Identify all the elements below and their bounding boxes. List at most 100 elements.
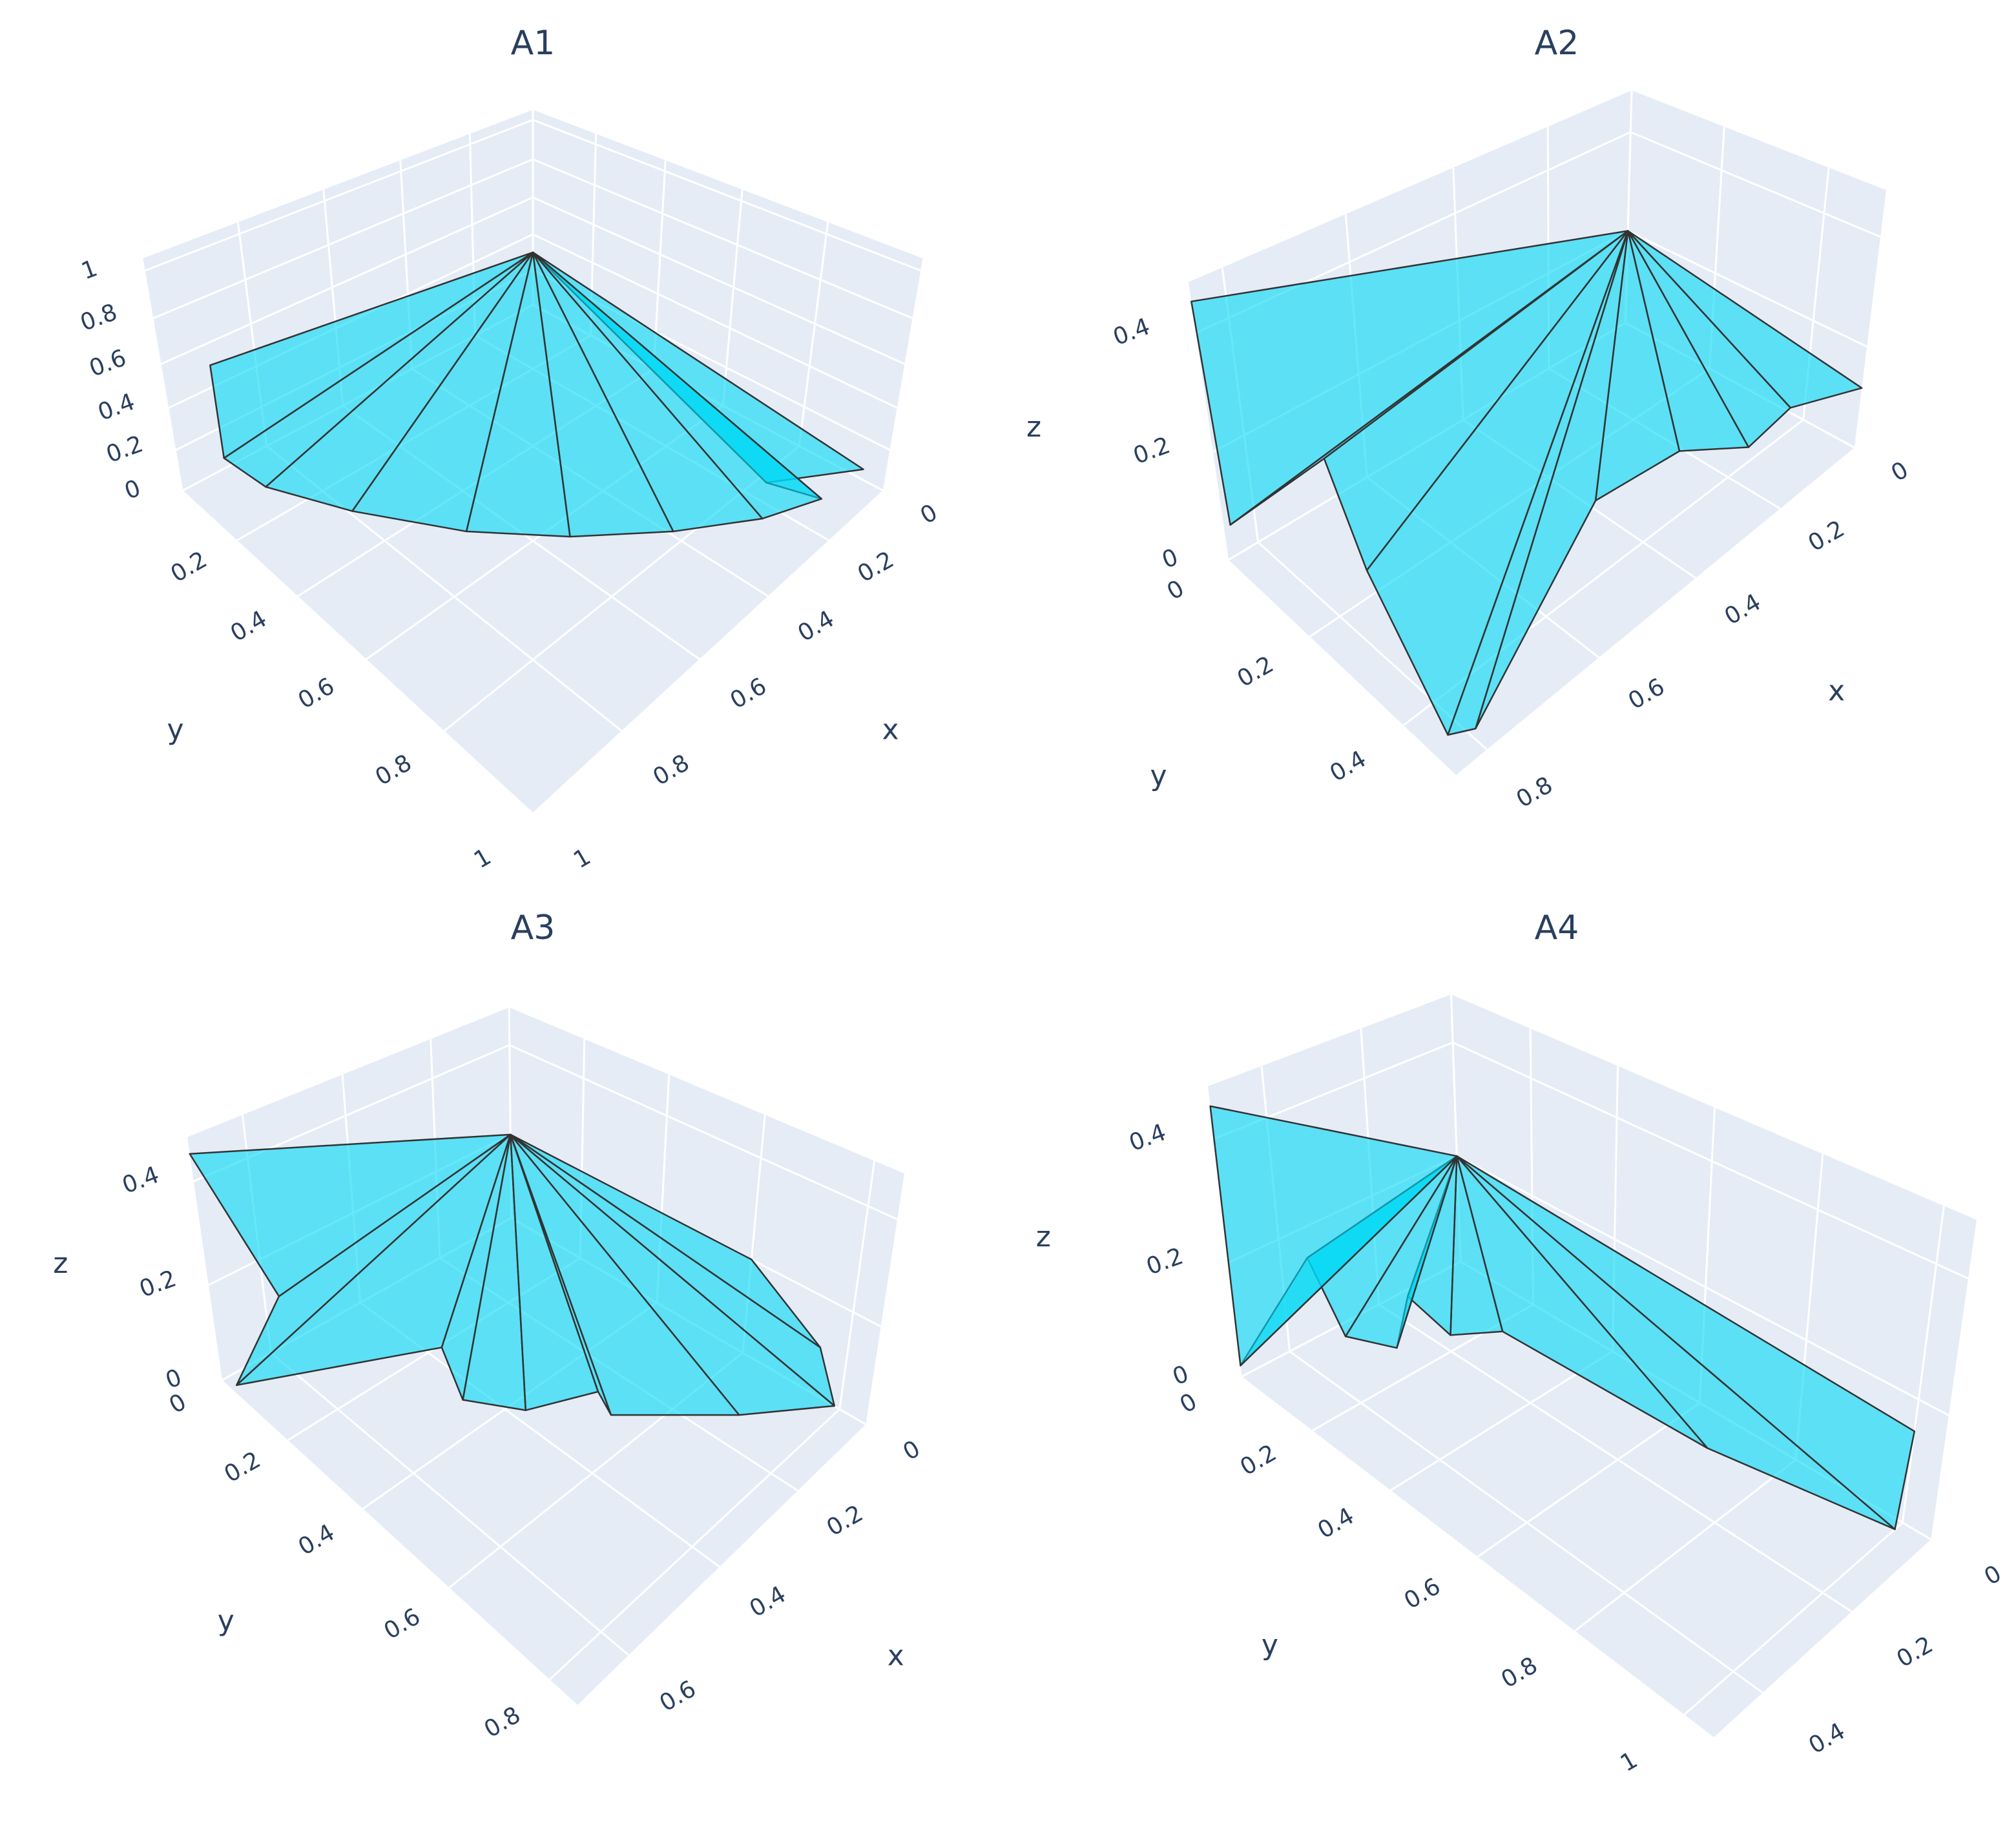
grid-line	[532, 233, 899, 409]
y-tick-label: 0.2	[220, 1447, 265, 1488]
y-tick-label: 0.4	[1325, 746, 1371, 787]
grid-line	[160, 196, 534, 366]
y-axis-title: y	[218, 1605, 234, 1638]
x-axis-title: x	[1828, 675, 1845, 708]
grid-line	[1630, 131, 1881, 238]
y-tick-label: 0	[1176, 1388, 1201, 1419]
x-tick-label: 0.2	[1893, 1631, 1938, 1673]
x-tick-label: 0	[1980, 1560, 2006, 1591]
grid-line	[1390, 1350, 1614, 1491]
x-tick-label: 0.6	[1624, 674, 1669, 715]
y-tick-label: 0.8	[371, 750, 416, 791]
subplot-title: A1	[511, 24, 556, 63]
subplot: 0 0.2 0.4 0.6 0.8 0 0.2 0.4 0 0.2 0.4 x y z A2	[1026, 24, 1913, 813]
x-tick-label: 0.6	[726, 673, 771, 714]
grid-line	[532, 196, 906, 366]
y-tick-label: 0.4	[294, 1520, 339, 1561]
y-tick-label: 0	[165, 1388, 191, 1419]
grid-line	[270, 1352, 630, 1656]
x-tick-label: 0.6	[655, 1676, 700, 1717]
mesh-face	[510, 1133, 599, 1412]
x-tick-label: 0.2	[1804, 515, 1849, 557]
grid-line	[838, 1160, 876, 1410]
grid-line	[181, 490, 534, 815]
z-tick-label: 0.4	[94, 389, 138, 426]
mesh-face	[510, 1133, 740, 1416]
mesh-face	[1456, 1155, 1916, 1531]
x-tick-label: 0	[1887, 457, 1913, 487]
grid-line	[1456, 1155, 1949, 1416]
grid-line	[882, 258, 925, 491]
grid-line	[1901, 1206, 1945, 1523]
y-tick-label: 0	[1163, 575, 1189, 606]
x-tick-label: 0.4	[1720, 589, 1765, 630]
mesh-face	[1447, 230, 1629, 736]
grid-line	[1574, 1459, 1797, 1632]
y-tick-label: 1	[1616, 1747, 1642, 1777]
y-tick-label: 0.2	[1236, 1439, 1281, 1481]
z-tick-label: 0	[1169, 1361, 1192, 1390]
grid-line	[1477, 1402, 1701, 1558]
x-axis-title: x	[882, 714, 899, 747]
z-tick-label: 0	[162, 1364, 185, 1394]
z-axis-title: z	[1026, 411, 1041, 444]
z-tick-label: 1	[78, 255, 101, 285]
z-axis-title: z	[53, 1247, 68, 1280]
subplot-title: A4	[1535, 909, 1579, 947]
z-tick-label: 0.2	[136, 1265, 180, 1303]
x-tick-label: 0.2	[822, 1500, 868, 1541]
grid-line	[722, 189, 743, 406]
z-tick-label: 0.6	[86, 345, 130, 382]
mesh-face	[532, 251, 674, 538]
subplot: 0 0.2 0.4 0.6 0 0.2 0.4 0.6 0.8 0 0.2 0.4 x y z A3	[53, 909, 924, 1743]
y-tick-label: 0.4	[226, 606, 271, 647]
y-tick-label: 1	[470, 843, 495, 874]
z-tick-label: 0.2	[1130, 432, 1174, 469]
x-tick-label: 0	[916, 499, 942, 530]
subplot-title: A2	[1535, 24, 1579, 63]
x-tick-label: 1	[569, 843, 595, 874]
z-tick-label: 0.4	[119, 1162, 163, 1199]
y-axis-title: y	[167, 714, 184, 747]
grid-line	[798, 222, 829, 446]
y-tick-label: 0.2	[167, 546, 212, 588]
grid-line	[509, 1044, 898, 1221]
y-tick-label: 0.6	[294, 673, 339, 714]
side-wall	[509, 1007, 904, 1425]
y-tick-label: 0.6	[380, 1603, 425, 1645]
y-axis-title: y	[1262, 1629, 1278, 1662]
y-tick-label: 0.6	[1400, 1573, 1445, 1614]
mesh-face	[209, 251, 534, 459]
floor-wall	[1242, 1261, 1931, 1737]
y-tick-label: 0.4	[1313, 1503, 1358, 1544]
grid-line	[532, 490, 885, 815]
mesh-face	[1190, 230, 1629, 526]
x-tick-label: 0.8	[1512, 772, 1557, 813]
z-axis-title: z	[1036, 1221, 1051, 1253]
grid-line	[532, 119, 922, 272]
side-wall	[1625, 90, 1886, 448]
z-tick-label: 0	[121, 475, 145, 505]
z-tick-label: 0	[1159, 544, 1182, 573]
mesh-face	[1209, 1105, 1458, 1366]
x-tick-label: 0	[899, 1436, 924, 1466]
x-tick-label: 0.4	[1804, 1718, 1849, 1759]
subplot-title: A3	[511, 909, 556, 947]
z-tick-label: 0.4	[1126, 1119, 1170, 1157]
grid-line	[1378, 1303, 1853, 1613]
grid-line	[1452, 1041, 1969, 1280]
y-tick-label: 0.2	[1233, 651, 1278, 692]
x-tick-label: 0.4	[745, 1581, 791, 1622]
z-tick-label: 0.8	[77, 299, 121, 336]
x-tick-label: 0.4	[793, 606, 838, 647]
grid-line	[152, 158, 534, 320]
mesh-face	[189, 1133, 512, 1297]
side-wall	[533, 110, 924, 491]
grid-line	[141, 258, 183, 491]
grid-line	[143, 119, 534, 272]
x-tick-label: 0.2	[853, 546, 899, 588]
z-tick-label: 0.2	[1143, 1243, 1187, 1281]
